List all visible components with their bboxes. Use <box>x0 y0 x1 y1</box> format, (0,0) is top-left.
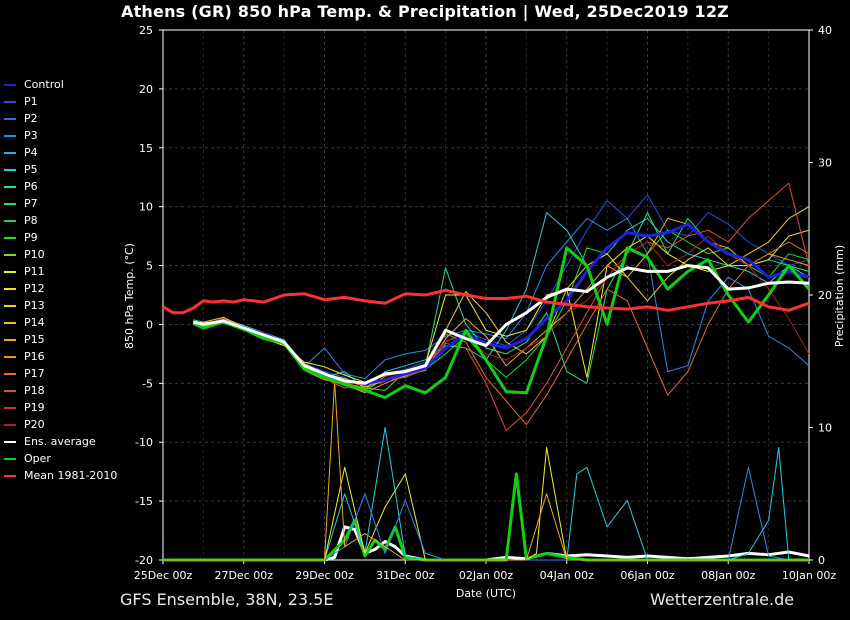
model-info: GFS Ensemble, 38N, 23.5E <box>120 590 334 609</box>
legend-label: P9 <box>24 231 38 244</box>
temp-line-ens-average <box>192 264 810 385</box>
precip-line-ens-average <box>163 525 810 562</box>
x-tick-label: 27Dec 00z <box>214 569 273 582</box>
legend-swatch <box>4 322 16 324</box>
legend-swatch <box>4 101 16 103</box>
legend-label: P3 <box>24 129 38 142</box>
x-tick-label: 25Dec 00z <box>134 569 193 582</box>
temp-line-oper <box>192 246 811 399</box>
legend-swatch <box>4 169 16 171</box>
legend-swatch <box>4 118 16 120</box>
y-tick-label: -20 <box>135 554 153 567</box>
y-tick-label: 25 <box>139 24 153 37</box>
legend-swatch <box>4 305 16 307</box>
legend-swatch <box>4 424 16 426</box>
tick-labels: -20 -15 -10 -5 0 5 10 15 20 25 0 10 20 30 40 25Dec 00z 2… <box>134 24 837 582</box>
y-axis-label: 850 hPa Temp. (°C) <box>123 243 136 349</box>
y2-tick-label: 10 <box>818 422 832 435</box>
legend-swatch <box>4 203 16 205</box>
legend-swatch <box>4 356 16 358</box>
temp-line-p18 <box>193 182 810 431</box>
legend-swatch <box>4 135 16 137</box>
legend-label: P17 <box>24 367 45 380</box>
x-tick-label: 10Jan 00z <box>782 569 836 582</box>
legend-label: P12 <box>24 282 45 295</box>
legend-label: Control <box>24 78 64 91</box>
x-tick-label: 08Jan 00z <box>701 569 755 582</box>
temp-line-p15 <box>193 217 810 394</box>
y-tick-label: -15 <box>135 495 153 508</box>
source-credit: Wetterzentrale.de <box>650 590 795 609</box>
legend-label: P16 <box>24 350 45 363</box>
legend-swatch <box>4 186 16 188</box>
temp-line-mean-1981-2010 <box>162 288 810 315</box>
legend-label: P8 <box>24 214 38 227</box>
legend-swatch <box>4 254 16 256</box>
legend-swatch <box>4 288 16 290</box>
legend-label: P15 <box>24 333 45 346</box>
legend-label: P18 <box>24 384 45 397</box>
legend-swatch <box>4 84 16 86</box>
legend-label: P20 <box>24 418 45 431</box>
x-tick-label: 02Jan 00z <box>459 569 513 582</box>
x-tick-label: 04Jan 00z <box>540 569 594 582</box>
y2-tick-label: 40 <box>818 24 832 37</box>
legend-label: P4 <box>24 146 38 159</box>
legend-label: P2 <box>24 112 38 125</box>
y2-tick-label: 30 <box>818 157 832 170</box>
gridlines <box>162 29 810 561</box>
legend-swatch <box>4 373 16 375</box>
legend-swatch <box>4 271 16 273</box>
legend-label: P10 <box>24 248 45 261</box>
legend-label: P19 <box>24 401 45 414</box>
legend-swatch <box>4 237 16 239</box>
y-tick-label: -10 <box>135 436 153 449</box>
legend-swatch <box>4 339 16 341</box>
x-tick-label: 06Jan 00z <box>620 569 674 582</box>
y-tick-label: -5 <box>142 377 153 390</box>
legend-swatch <box>4 407 16 409</box>
x-tick-label: 31Dec 00z <box>376 569 435 582</box>
x-axis-label: Date (UTC) <box>456 587 516 600</box>
legend-swatch <box>4 458 16 460</box>
legend-label: P13 <box>24 299 45 312</box>
y2-axis-label: Precipitation (mm) <box>833 245 846 347</box>
y-tick-label: 15 <box>139 142 153 155</box>
y-tick-label: 10 <box>139 201 153 214</box>
legend-swatch <box>4 475 16 477</box>
legend-label: P6 <box>24 180 38 193</box>
y-tick-label: 20 <box>139 83 153 96</box>
y-tick-label: 5 <box>146 260 153 273</box>
temp-line-p11 <box>193 229 810 383</box>
legend-label: P7 <box>24 197 38 210</box>
legend-swatch <box>4 441 16 443</box>
y2-tick-label: 20 <box>818 289 832 302</box>
series-lines <box>162 182 811 562</box>
legend-label: Mean 1981-2010 <box>24 469 118 482</box>
legend-label: P1 <box>24 95 38 108</box>
precip-line-p5 <box>163 427 809 561</box>
temp-line-p13 <box>193 206 810 388</box>
legend-label: Ens. average <box>24 435 96 448</box>
legend-label: P14 <box>24 316 45 329</box>
legend-swatch <box>4 152 16 154</box>
legend-label: Oper <box>24 452 51 465</box>
chart-title: Athens (GR) 850 hPa Temp. & Precipitatio… <box>121 2 729 21</box>
y2-tick-label: 0 <box>818 554 825 567</box>
legend-label: P5 <box>24 163 38 176</box>
y-tick-label: 0 <box>146 318 153 331</box>
temp-line-control <box>192 222 810 385</box>
precip-line-p15 <box>163 380 809 561</box>
x-tick-label: 29Dec 00z <box>295 569 354 582</box>
legend-label: P11 <box>24 265 45 278</box>
legend-swatch <box>4 390 16 392</box>
legend-swatch <box>4 220 16 222</box>
